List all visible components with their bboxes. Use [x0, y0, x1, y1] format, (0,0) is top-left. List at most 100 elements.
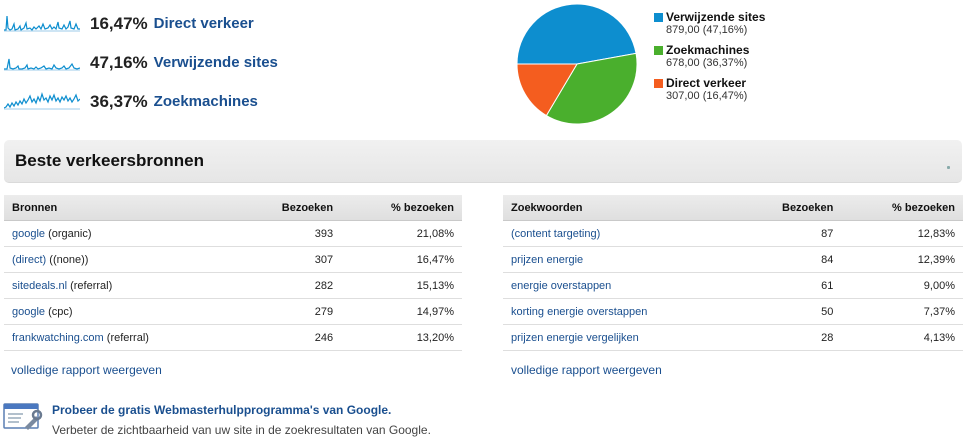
source-cell: (direct) ((none)) [4, 246, 239, 273]
source-link[interactable]: frankwatching.com [12, 331, 104, 344]
source-medium: (cpc) [45, 305, 73, 318]
keyword-link[interactable]: energie overstappen [511, 279, 612, 292]
summary-percent: 47,16% [90, 52, 148, 72]
keyword-link[interactable]: prijzen energie [511, 253, 584, 266]
table-header-row: Bronnen Bezoeken % bezoeken [4, 195, 462, 221]
visits-cell: 50 [737, 298, 842, 325]
table-row: energie overstappen 61 9,00% [503, 272, 963, 299]
keywords-full-report-link[interactable]: volledige rapport weergeven [511, 363, 662, 377]
column-header-keywords: Zoekwoorden [503, 195, 738, 221]
visits-cell: 87 [737, 220, 842, 247]
visits-cell: 279 [238, 298, 342, 325]
source-medium: (organic) [45, 227, 92, 240]
summary-link-search[interactable]: Zoekmachines [153, 93, 258, 110]
summary-percent: 16,47% [90, 13, 148, 33]
table-row: sitedeals.nl (referral) 282 15,13% [4, 272, 462, 299]
legend-item-referral: Verwijzende sites 879,00 (47,16%) [654, 10, 814, 37]
table-row: (direct) ((none)) 307 16,47% [4, 246, 462, 273]
source-cell: frankwatching.com (referral) [4, 324, 239, 351]
section-title: Beste verkeersbronnen [15, 151, 204, 170]
table-row: (content targeting) 87 12,83% [503, 220, 963, 247]
source-cell: sitedeals.nl (referral) [4, 272, 239, 299]
legend-swatch [654, 45, 663, 55]
visits-cell: 28 [737, 324, 842, 351]
legend-name: Direct verkeer [666, 76, 747, 90]
visits-cell: 282 [238, 272, 342, 299]
traffic-pie-chart [516, 3, 638, 125]
summary-link-referral[interactable]: Verwijzende sites [153, 54, 278, 71]
column-header-visits: Bezoeken [238, 195, 342, 221]
sparkline-icon [4, 15, 80, 31]
pie-legend: Verwijzende sites 879,00 (47,16%) Zoekma… [654, 10, 814, 109]
source-link[interactable]: google [12, 227, 46, 240]
keyword-cell: prijzen energie [503, 246, 738, 273]
promo-subtitle: Verbeter de zichtbaarheid van uw site in… [52, 423, 431, 437]
legend-swatch [654, 78, 663, 88]
table-row: korting energie overstappen 50 7,37% [503, 298, 963, 325]
source-cell: google (cpc) [4, 298, 239, 325]
table-row: prijzen energie 84 12,39% [503, 246, 963, 273]
table-row: google (cpc) 279 14,97% [4, 298, 462, 325]
source-cell: google (organic) [4, 220, 239, 247]
keyword-cell: prijzen energie vergelijken [503, 324, 738, 351]
table-row: google (organic) 393 21,08% [4, 220, 462, 247]
visits-cell: 61 [737, 272, 842, 299]
legend-value: 307,00 (16,47%) [666, 90, 748, 102]
pct-cell: 16,47% [341, 246, 462, 273]
pct-cell: 15,13% [341, 272, 462, 299]
legend-name: Zoekmachines [666, 43, 750, 57]
sparkline-icon [4, 91, 80, 109]
keyword-link[interactable]: korting energie overstappen [511, 305, 648, 318]
column-header-visits: Bezoeken [737, 195, 842, 221]
keyword-cell: korting energie overstappen [503, 298, 738, 325]
legend-name: Verwijzende sites [666, 10, 766, 24]
source-link[interactable]: sitedeals.nl [12, 279, 68, 292]
visits-cell: 84 [737, 246, 842, 273]
legend-item-search: Zoekmachines 678,00 (36,37%) [654, 43, 814, 70]
keyword-link[interactable]: (content targeting) [511, 227, 601, 240]
resize-handle-icon [947, 166, 950, 169]
pct-cell: 4,13% [841, 324, 963, 351]
column-header-pct: % bezoeken [341, 195, 462, 221]
pct-cell: 7,37% [841, 298, 963, 325]
pct-cell: 12,83% [841, 220, 963, 247]
keyword-link[interactable]: prijzen energie vergelijken [511, 331, 639, 344]
column-header-sources: Bronnen [4, 195, 239, 221]
pct-cell: 21,08% [341, 220, 462, 247]
table-row: prijzen energie vergelijken 28 4,13% [503, 324, 963, 351]
webmaster-tools-icon [3, 403, 43, 430]
keyword-cell: (content targeting) [503, 220, 738, 247]
visits-cell: 246 [238, 324, 342, 351]
source-medium: (referral) [103, 331, 149, 344]
pct-cell: 14,97% [341, 298, 462, 325]
source-medium: (referral) [67, 279, 113, 292]
source-link[interactable]: (direct) [12, 253, 47, 266]
pie-slice-verwijzende-sites [516, 3, 637, 65]
traffic-summary: 16,47% Direct verkeer 47,16% Verwijzende… [4, 4, 424, 121]
pct-cell: 12,39% [841, 246, 963, 273]
summary-row-search: 36,37% Zoekmachines [4, 82, 424, 121]
visits-cell: 393 [238, 220, 342, 247]
legend-item-direct: Direct verkeer 307,00 (16,47%) [654, 76, 814, 103]
keyword-cell: energie overstappen [503, 272, 738, 299]
sources-full-report-link[interactable]: volledige rapport weergeven [11, 363, 162, 377]
pct-cell: 9,00% [841, 272, 963, 299]
summary-link-direct[interactable]: Direct verkeer [153, 15, 254, 32]
column-header-pct: % bezoeken [841, 195, 963, 221]
summary-row-direct: 16,47% Direct verkeer [4, 4, 424, 43]
pct-cell: 13,20% [341, 324, 462, 351]
legend-value: 879,00 (47,16%) [666, 24, 748, 36]
promo-title-link[interactable]: Probeer de gratis Webmasterhulpprogramma… [52, 403, 392, 417]
table-header-row: Zoekwoorden Bezoeken % bezoeken [503, 195, 963, 221]
sparkline-icon [4, 58, 80, 70]
summary-percent: 36,37% [90, 91, 148, 111]
legend-value: 678,00 (36,37%) [666, 57, 748, 69]
section-header: Beste verkeersbronnen [4, 140, 962, 183]
source-link[interactable]: google [12, 305, 46, 318]
keywords-table: Zoekwoorden Bezoeken % bezoeken (content… [503, 195, 963, 351]
table-row: frankwatching.com (referral) 246 13,20% [4, 324, 462, 351]
pie-slice-zoekmachines [545, 52, 638, 125]
visits-cell: 307 [238, 246, 342, 273]
legend-swatch [654, 12, 663, 22]
summary-row-referral: 47,16% Verwijzende sites [4, 43, 424, 82]
